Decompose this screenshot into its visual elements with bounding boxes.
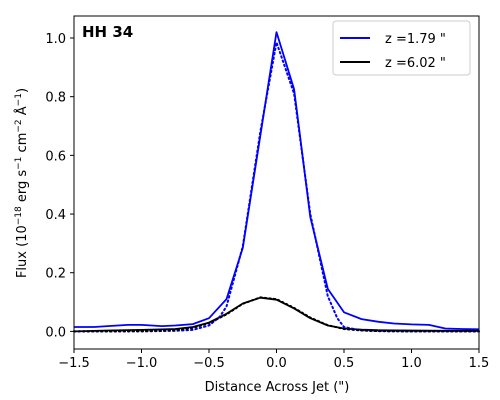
legend-label-1: z =1.79 " bbox=[385, 32, 446, 47]
y-tick-label: 0.6 bbox=[45, 149, 66, 164]
y-title-f: −2 bbox=[14, 119, 24, 132]
x-tick-label: 1.5 bbox=[469, 356, 490, 371]
x-tick-label: −1.5 bbox=[58, 356, 90, 371]
series-line-1 bbox=[74, 31, 480, 331]
y-title-h: −1 bbox=[14, 93, 24, 106]
y-tick-label: 1.0 bbox=[45, 32, 66, 47]
x-tick-label: −0.5 bbox=[193, 356, 225, 371]
model-line-3 bbox=[73, 41, 480, 333]
panel-title: HH 34 bbox=[82, 23, 133, 41]
y-title-d: −1 bbox=[14, 157, 24, 170]
y-title-i: ) bbox=[15, 88, 30, 93]
x-tick-label: 0.5 bbox=[334, 356, 355, 371]
x-tick-label: 0.0 bbox=[266, 356, 287, 371]
y-title-a: Flux (10 bbox=[15, 225, 30, 278]
y-tick-label: 0.0 bbox=[45, 325, 66, 340]
y-axis-title: Flux (10−18 erg s−1 cm−2 Å−1) bbox=[14, 88, 30, 278]
y-tick-label: 0.8 bbox=[45, 91, 66, 106]
y-title-c: erg s bbox=[15, 170, 30, 207]
y-title-g: Å bbox=[14, 106, 30, 119]
x-tick-label: 1.0 bbox=[401, 356, 422, 371]
series-layer bbox=[73, 31, 480, 333]
legend: z =1.79 " z =6.02 " bbox=[332, 20, 471, 76]
y-tick-label: 0.2 bbox=[45, 267, 66, 282]
ticks-layer: −1.5 −1.0 −0.5 0.0 0.5 1.0 1.5 0.0 0.2 0.4 0.6 0.8 1… bbox=[45, 32, 489, 371]
y-title-b: −18 bbox=[14, 206, 24, 225]
y-title-e: cm bbox=[15, 133, 30, 157]
x-axis-title: Distance Across Jet (") bbox=[205, 380, 350, 395]
model-line-4 bbox=[73, 296, 480, 333]
series-line-2 bbox=[73, 296, 479, 333]
x-tick-label: −1.0 bbox=[126, 356, 158, 371]
y-tick-label: 0.4 bbox=[45, 208, 66, 223]
legend-label-2: z =6.02 " bbox=[385, 56, 446, 71]
